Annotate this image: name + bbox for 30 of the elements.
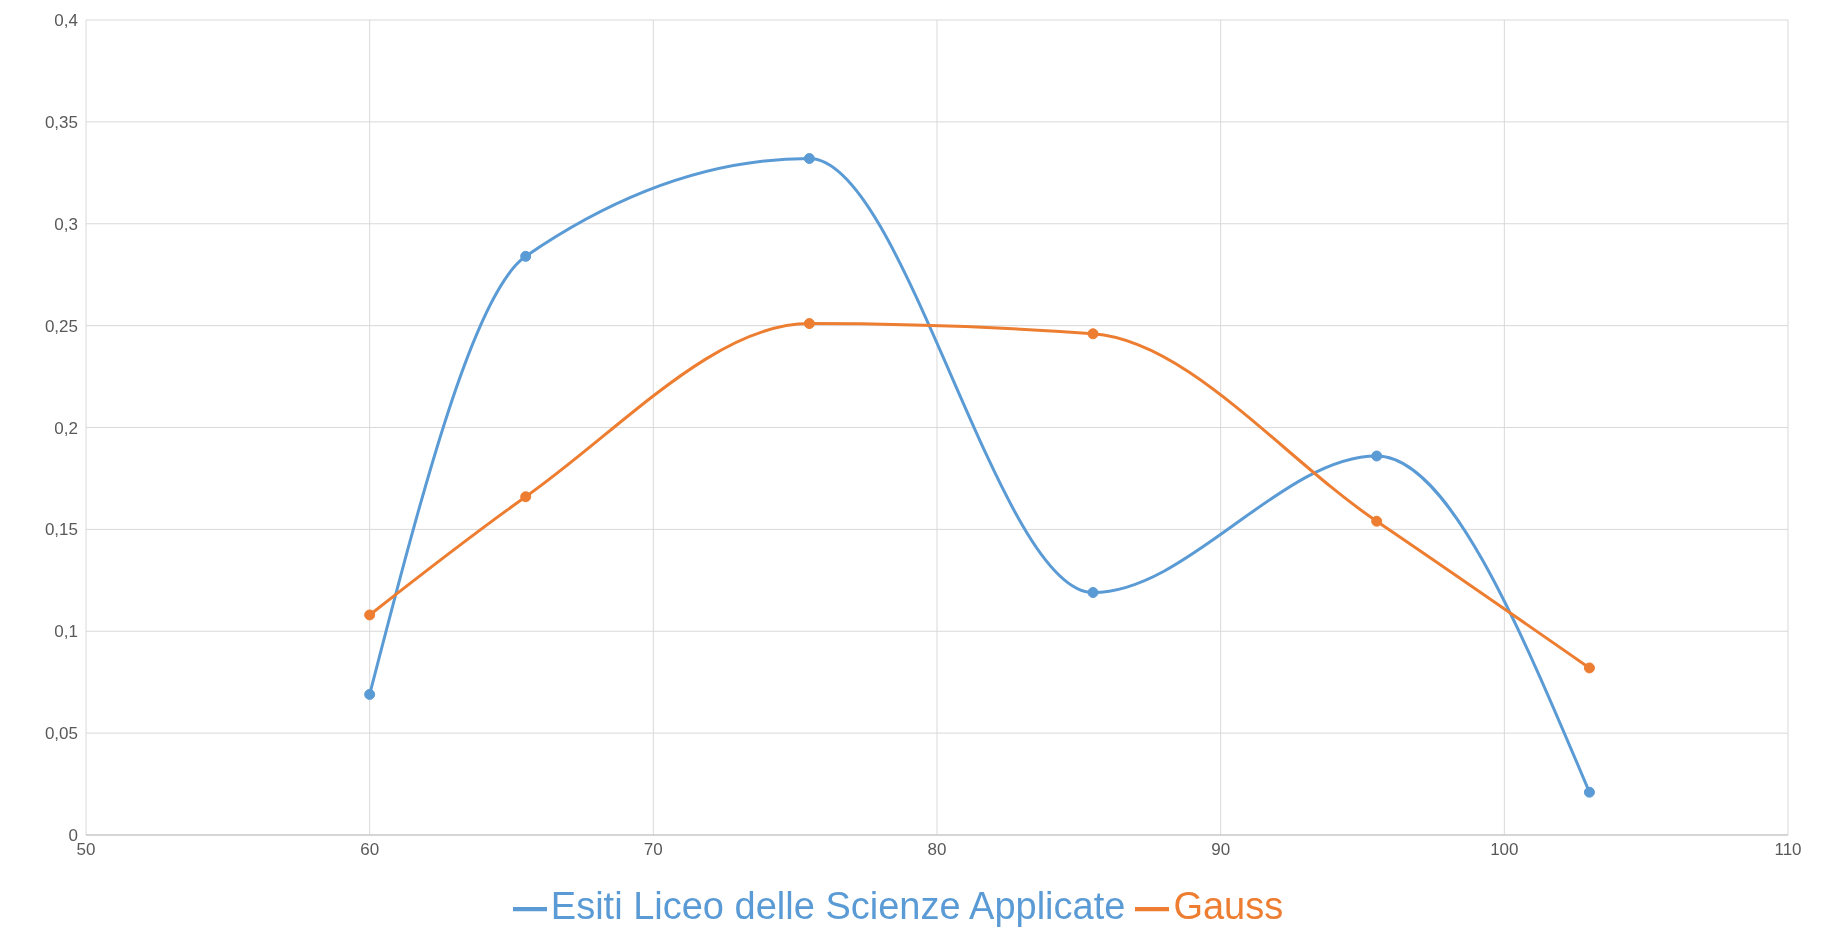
point [1087,328,1099,340]
y-tick-label: 0,2 [54,418,78,438]
x-tick-label: 70 [643,840,663,860]
point [520,250,532,262]
y-tick-label: 0,25 [44,316,78,336]
y-tick-label: 0,4 [54,11,78,31]
x-tick-label: 50 [76,840,96,860]
point [364,609,376,621]
y-tick-label: 0,05 [44,724,78,744]
y-tick-label: 0 [68,826,78,846]
point [1583,786,1595,798]
point [1583,662,1595,674]
y-tick-label: 0,35 [44,112,78,132]
legend-label: Gauss [1173,885,1284,927]
y-tick-label: 0,3 [54,214,78,234]
y-tick-label: 0,1 [54,622,78,642]
x-tick-label: 100 [1490,840,1519,860]
x-tick-label: 110 [1774,840,1802,860]
point [520,491,532,503]
x-tick-label: 80 [927,840,947,860]
legend-label: Esiti Liceo delle Scienze Applicate [550,885,1126,927]
point [1371,450,1383,462]
point [1371,515,1383,527]
point [364,688,376,700]
point [803,318,815,330]
x-tick-label: 90 [1211,840,1231,860]
y-tick-label: 0,15 [44,520,78,540]
x-tick-label: 60 [360,840,380,860]
point [1087,587,1099,599]
point [803,153,815,165]
